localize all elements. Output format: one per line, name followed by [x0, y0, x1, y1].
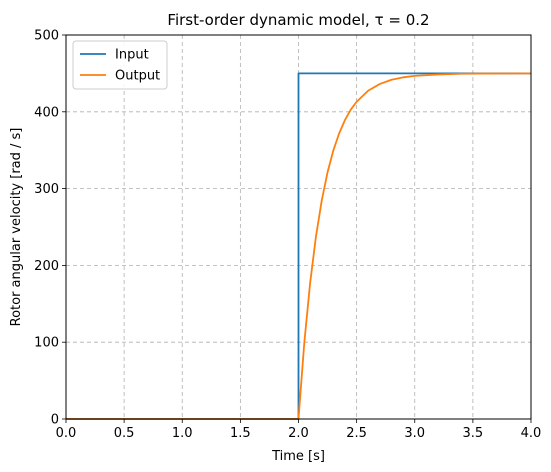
y-tick-label: 100 — [34, 336, 59, 351]
y-axis-ticks: 0 100 200 300 400 500 — [34, 29, 66, 428]
x-tick-label: 3.0 — [404, 426, 425, 441]
x-axis-label: Time [s] — [271, 449, 325, 464]
y-axis-label: Rotor angular velocity [rad / s] — [9, 128, 24, 327]
y-tick-label: 400 — [34, 105, 59, 120]
x-tick-label: 2.5 — [346, 426, 367, 441]
legend-box — [72, 40, 168, 90]
x-axis-ticks: 0.0 0.5 1.0 1.5 2.0 2.5 3.0 3.5 4.0 — [56, 419, 542, 441]
y-tick-label: 200 — [34, 259, 59, 274]
y-tick-label: 0 — [51, 413, 59, 428]
legend-label-input: Input — [115, 48, 149, 63]
legend-label-output: Output — [115, 69, 160, 84]
x-tick-label: 3.5 — [463, 426, 484, 441]
x-tick-label: 1.0 — [172, 426, 193, 441]
y-tick-label: 300 — [34, 182, 59, 197]
series-line-output — [66, 72, 532, 420]
x-tick-label: 1.5 — [230, 426, 251, 441]
x-tick-label: 0.5 — [114, 426, 135, 441]
x-tick-label: 4.0 — [521, 426, 542, 441]
legend: Input Output — [72, 40, 168, 90]
y-tick-label: 500 — [34, 29, 59, 44]
x-tick-label: 0.0 — [56, 426, 77, 441]
x-tick-label: 2.0 — [288, 426, 309, 441]
chart-title: First-order dynamic model, τ = 0.2 — [167, 11, 429, 29]
